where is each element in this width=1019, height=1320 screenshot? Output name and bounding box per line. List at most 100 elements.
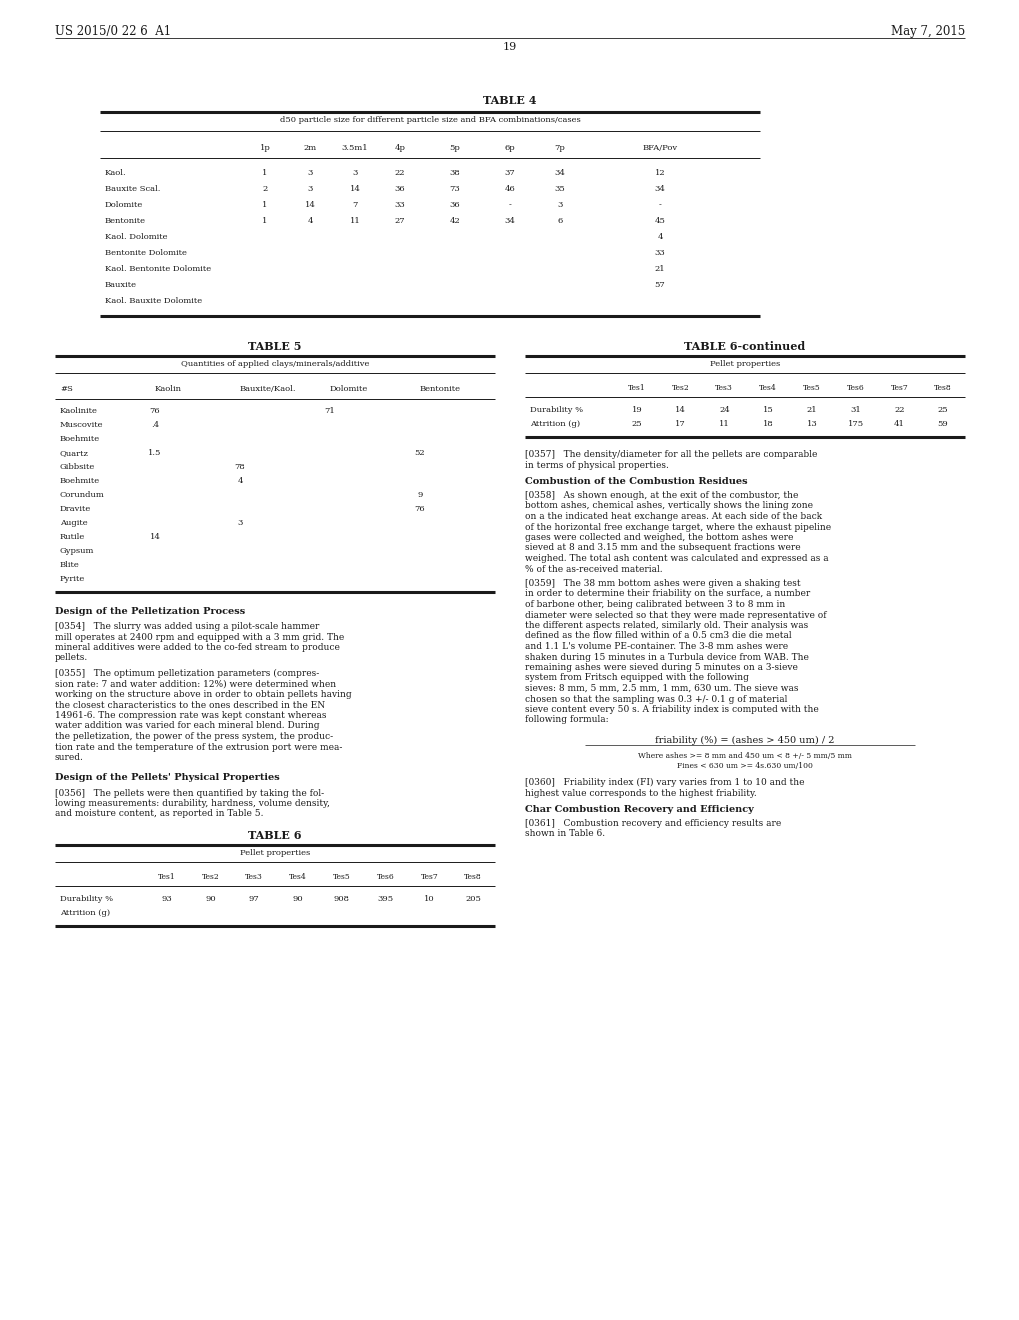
Text: 3: 3	[307, 169, 313, 177]
Text: highest value corresponds to the highest friability.: highest value corresponds to the highest…	[525, 788, 756, 797]
Text: 18: 18	[762, 420, 772, 428]
Text: Kaol. Bentonite Dolomite: Kaol. Bentonite Dolomite	[105, 265, 211, 273]
Text: tion rate and the temperature of the extrusion port were mea-: tion rate and the temperature of the ext…	[55, 742, 342, 751]
Text: 15: 15	[762, 407, 772, 414]
Text: 17: 17	[675, 420, 686, 428]
Text: 4: 4	[656, 234, 662, 242]
Text: 31: 31	[850, 407, 860, 414]
Text: 14961-6. The compression rate was kept constant whereas: 14961-6. The compression rate was kept c…	[55, 711, 326, 719]
Text: 1: 1	[262, 169, 267, 177]
Text: 3.5m1: 3.5m1	[341, 144, 368, 152]
Text: d50 particle size for different particle size and BFA combinations/cases: d50 particle size for different particle…	[279, 116, 580, 124]
Text: friability (%) = (ashes > 450 um) / 2: friability (%) = (ashes > 450 um) / 2	[654, 737, 834, 744]
Text: Pellet properties: Pellet properties	[239, 849, 310, 857]
Text: 14: 14	[305, 201, 315, 209]
Text: Durability %: Durability %	[530, 407, 583, 414]
Text: US 2015/0 22 6  A1: US 2015/0 22 6 A1	[55, 25, 171, 38]
Text: TABLE 5: TABLE 5	[248, 341, 302, 352]
Text: -: -	[658, 201, 660, 209]
Text: 14: 14	[350, 185, 360, 193]
Text: Rutile: Rutile	[60, 533, 86, 541]
Text: 25: 25	[936, 407, 948, 414]
Text: 59: 59	[936, 420, 948, 428]
Text: 33: 33	[394, 201, 405, 209]
Text: 34: 34	[554, 169, 565, 177]
Text: 1p: 1p	[260, 144, 270, 152]
Text: 78: 78	[234, 463, 246, 471]
Text: lowing measurements: durability, hardness, volume density,: lowing measurements: durability, hardnes…	[55, 799, 329, 808]
Text: [0357]   The density/diameter for all the pellets are comparable: [0357] The density/diameter for all the …	[525, 450, 816, 459]
Text: Pellet properties: Pellet properties	[709, 360, 780, 368]
Text: 52: 52	[415, 449, 425, 457]
Text: 3: 3	[237, 519, 243, 527]
Text: 3: 3	[307, 185, 313, 193]
Text: TABLE 6: TABLE 6	[248, 830, 302, 841]
Text: 24: 24	[718, 407, 729, 414]
Text: 5p: 5p	[449, 144, 460, 152]
Text: Tes7: Tes7	[420, 873, 438, 880]
Text: Kaol.: Kaol.	[105, 169, 126, 177]
Text: Boehmite: Boehmite	[60, 436, 100, 444]
Text: sieves: 8 mm, 5 mm, 2.5 mm, 1 mm, 630 um. The sieve was: sieves: 8 mm, 5 mm, 2.5 mm, 1 mm, 630 um…	[525, 684, 798, 693]
Text: [0355]   The optimum pelletization parameters (compres-: [0355] The optimum pelletization paramet…	[55, 669, 319, 678]
Text: 205: 205	[465, 895, 481, 903]
Text: 4: 4	[237, 477, 243, 484]
Text: 7: 7	[352, 201, 358, 209]
Text: Bauxite/Kaol.: Bauxite/Kaol.	[239, 385, 297, 393]
Text: on a the indicated heat exchange areas. At each side of the back: on a the indicated heat exchange areas. …	[525, 512, 821, 521]
Text: 1.5: 1.5	[148, 449, 162, 457]
Text: mineral additives were added to the co-fed stream to produce: mineral additives were added to the co-f…	[55, 643, 339, 652]
Text: TABLE 4: TABLE 4	[483, 95, 536, 106]
Text: Combustion of the Combustion Residues: Combustion of the Combustion Residues	[525, 477, 747, 486]
Text: [0361]   Combustion recovery and efficiency results are: [0361] Combustion recovery and efficienc…	[525, 818, 781, 828]
Text: % of the as-received material.: % of the as-received material.	[525, 565, 662, 573]
Text: following formula:: following formula:	[525, 715, 608, 725]
Text: [0354]   The slurry was added using a pilot-scale hammer: [0354] The slurry was added using a pilo…	[55, 622, 319, 631]
Text: Bentonite Dolomite: Bentonite Dolomite	[105, 249, 186, 257]
Text: 34: 34	[654, 185, 664, 193]
Text: system from Fritsch equipped with the following: system from Fritsch equipped with the fo…	[525, 673, 748, 682]
Text: Tes6: Tes6	[846, 384, 864, 392]
Text: 13: 13	[806, 420, 816, 428]
Text: TABLE 6-continued: TABLE 6-continued	[684, 341, 805, 352]
Text: Tes1: Tes1	[628, 384, 645, 392]
Text: Tes4: Tes4	[758, 384, 776, 392]
Text: 4: 4	[307, 216, 313, 224]
Text: 46: 46	[504, 185, 515, 193]
Text: 4p: 4p	[394, 144, 405, 152]
Text: 11: 11	[718, 420, 729, 428]
Text: Tes4: Tes4	[289, 873, 307, 880]
Text: Tes3: Tes3	[246, 873, 263, 880]
Text: 2: 2	[262, 185, 267, 193]
Text: mill operates at 2400 rpm and equipped with a 3 mm grid. The: mill operates at 2400 rpm and equipped w…	[55, 632, 344, 642]
Text: 10: 10	[424, 895, 434, 903]
Text: Tes2: Tes2	[202, 873, 219, 880]
Text: Tes5: Tes5	[802, 384, 820, 392]
Text: sieve content every 50 s. A friability index is computed with the: sieve content every 50 s. A friability i…	[525, 705, 818, 714]
Text: Kaol. Dolomite: Kaol. Dolomite	[105, 234, 167, 242]
Text: 42: 42	[449, 216, 460, 224]
Text: 90: 90	[292, 895, 303, 903]
Text: diameter were selected so that they were made representative of: diameter were selected so that they were…	[525, 610, 825, 619]
Text: 6: 6	[556, 216, 562, 224]
Text: gases were collected and weighed, the bottom ashes were: gases were collected and weighed, the bo…	[525, 533, 793, 543]
Text: 19: 19	[631, 407, 642, 414]
Text: Char Combustion Recovery and Efficiency: Char Combustion Recovery and Efficiency	[525, 805, 753, 814]
Text: 93: 93	[161, 895, 172, 903]
Text: 36: 36	[449, 201, 460, 209]
Text: 57: 57	[654, 281, 664, 289]
Text: 22: 22	[394, 169, 405, 177]
Text: sion rate: 7 and water addition: 12%) were determined when: sion rate: 7 and water addition: 12%) we…	[55, 680, 336, 689]
Text: Tes2: Tes2	[672, 384, 689, 392]
Text: 90: 90	[205, 895, 216, 903]
Text: Gypsum: Gypsum	[60, 546, 95, 554]
Text: 175: 175	[847, 420, 863, 428]
Text: Pyrite: Pyrite	[60, 576, 86, 583]
Text: working on the structure above in order to obtain pellets having: working on the structure above in order …	[55, 690, 352, 700]
Text: remaining ashes were sieved during 5 minutes on a 3-sieve: remaining ashes were sieved during 5 min…	[525, 663, 797, 672]
Text: Attrition (g): Attrition (g)	[530, 420, 580, 428]
Text: 37: 37	[504, 169, 515, 177]
Text: and moisture content, as reported in Table 5.: and moisture content, as reported in Tab…	[55, 809, 263, 818]
Text: 45: 45	[654, 216, 664, 224]
Text: 34: 34	[504, 216, 515, 224]
